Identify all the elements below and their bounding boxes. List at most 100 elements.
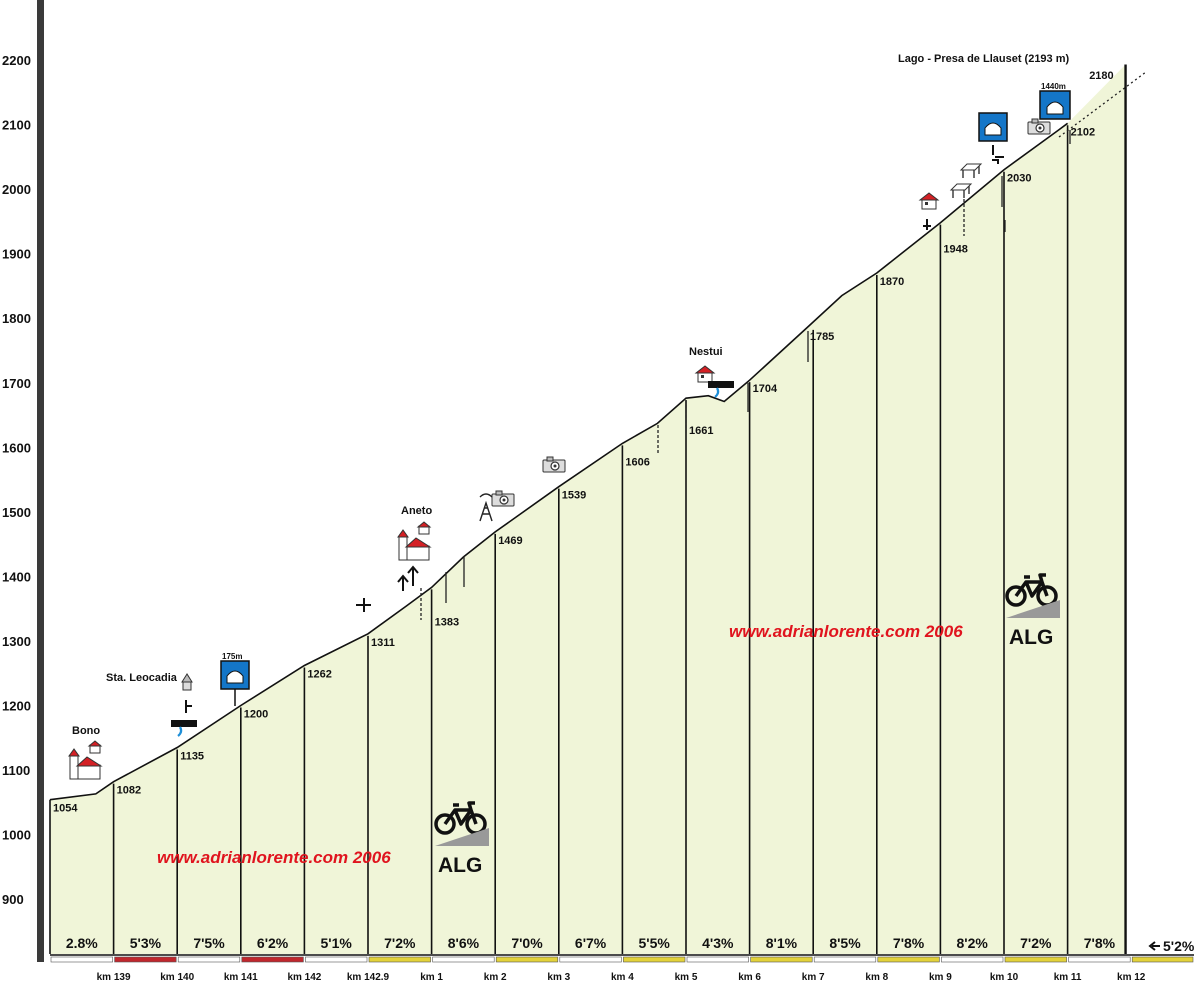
y-tick-label: 1000 [2, 828, 31, 843]
gradient-band: 2.8% 5'3% 7'5% 6'2% 5'1% 7'2% 8'6% 7'0% 6'7% 5'5%… [50, 935, 1194, 963]
church-icon [68, 740, 102, 780]
y-tick-label: 1600 [2, 440, 31, 455]
camera-icon [1027, 118, 1051, 135]
gradient-label: 7'2% [384, 935, 416, 951]
gradient-segment-bar [114, 956, 177, 963]
gradient-segment-bar [877, 956, 940, 963]
final-gradient-label: 5'2% [1163, 938, 1195, 954]
chapel-icon [181, 673, 193, 691]
gradient-segment-bar [305, 956, 368, 963]
elevation-label: 2102 [1071, 126, 1095, 138]
house-icon [919, 192, 939, 210]
gradient-label: 2.8% [66, 935, 98, 951]
shelter-icon [950, 183, 972, 199]
profile-area-layer [49, 64, 1127, 955]
gradient-label: 8'1% [766, 935, 798, 951]
gradient-segment-bar [50, 956, 113, 963]
elevation-label: 1785 [810, 331, 834, 343]
alg-logo-text: ALG [438, 854, 482, 877]
watermark-text: www.adrianlorente.com 2006 [729, 622, 963, 641]
y-tick-label: 1900 [2, 247, 31, 262]
tunnel-icon [1046, 101, 1064, 115]
gradient-segment-bar [177, 956, 241, 963]
house-icon [695, 365, 715, 383]
elevation-label: 1469 [498, 535, 522, 547]
km-label: km 141 [224, 972, 258, 983]
y-axis-ticks: 900 1000 1100 1200 1300 1400 1500 1600 1700 1800 1… [2, 53, 31, 907]
km-label: km 7 [802, 972, 825, 983]
gradient-segment-bar [623, 956, 686, 963]
elevation-label: 1383 [435, 616, 459, 628]
alg-logo-text: ALG [1009, 626, 1053, 649]
gradient-segment-bar [241, 956, 304, 963]
camera-icon [542, 456, 566, 473]
km-marker-lines [112, 125, 1069, 954]
minor-guides [445, 130, 1071, 603]
y-tick-label: 1500 [2, 505, 31, 520]
gradient-label: 7'8% [1084, 935, 1116, 951]
elevation-label: 1054 [53, 803, 78, 815]
tunnel-icon [226, 670, 244, 684]
gradient-label: 6'7% [575, 935, 607, 951]
elevation-label: 1870 [880, 276, 904, 288]
km-label: km 4 [611, 972, 634, 983]
gradient-label: 5'1% [321, 935, 353, 951]
km-label: km 3 [547, 972, 570, 983]
gradient-segment-bar [368, 956, 431, 963]
tunnel-sign-plain [978, 112, 1008, 142]
arrow-left-icon [1148, 941, 1160, 951]
km-label: km 10 [990, 972, 1019, 983]
church-icon [397, 521, 431, 561]
alg-logo: ALG [433, 801, 491, 877]
y-tick-label: 2100 [2, 118, 31, 133]
y-tick-label: 1400 [2, 569, 31, 584]
gradient-label: 5'5% [639, 935, 671, 951]
place-label-bono: Bono [72, 725, 100, 737]
elevation-label: 1082 [117, 785, 141, 797]
km-labels: km 139 km 140 km 141 km 142 km 142.9 km 1 km 2… [97, 972, 1146, 983]
y-tick-label: 1100 [2, 763, 30, 778]
junction-arrow-icon [185, 145, 1004, 713]
y-tick-label: 1800 [2, 311, 31, 326]
elevation-label: 2030 [1007, 173, 1031, 185]
place-label-aneto: Aneto [401, 505, 432, 517]
gradient-segment-bar [750, 956, 813, 963]
gradient-segment-bar [813, 956, 877, 963]
km-label: km 142 [287, 972, 321, 983]
alg-logo: ALG [1004, 573, 1062, 649]
gradient-segment-bar [432, 956, 495, 963]
gradient-label: 7'0% [511, 935, 543, 951]
dotted-guides [420, 199, 965, 620]
elevation-label: 1539 [562, 490, 586, 502]
y-tick-label: 2000 [2, 182, 31, 197]
bridge-icon [169, 718, 199, 738]
final-gradient-marker: 5'2% [1148, 938, 1195, 954]
km-label: km 139 [97, 972, 131, 983]
km-label: km 1 [420, 972, 443, 983]
gradient-label: 8'6% [448, 935, 480, 951]
y-tick-label: 2200 [2, 53, 31, 68]
elevation-label: 1135 [180, 750, 204, 762]
elevation-label: 2180 [1089, 70, 1113, 82]
gradient-label: 4'3% [702, 935, 734, 951]
watermark-text: www.adrianlorente.com 2006 [157, 848, 391, 867]
place-label-sta-leocadia: Sta. Leocadia [106, 672, 178, 684]
km-label: km 8 [865, 972, 888, 983]
km-label: km 5 [675, 972, 698, 983]
km-label: km 140 [160, 972, 194, 983]
gradient-segment-bar [1131, 956, 1194, 963]
place-label-nestui: Nestui [689, 346, 723, 358]
tunnel-length-label: 1440m [1041, 82, 1066, 91]
summit-place-label: Lago - Presa de Llauset (2193 m) [898, 53, 1070, 65]
camera-icon [491, 490, 515, 507]
gradient-label: 7'5% [193, 935, 225, 951]
gradient-segment-bar [1068, 956, 1131, 963]
tunnel-icon [984, 122, 1002, 136]
shelter-icon [960, 163, 982, 179]
tunnel-sign-175m: 175m [220, 652, 250, 706]
y-tick-label: 900 [2, 892, 24, 907]
gradient-segment-bar [559, 956, 622, 963]
left-scale-bar [37, 0, 44, 962]
km-label: km 12 [1117, 972, 1146, 983]
